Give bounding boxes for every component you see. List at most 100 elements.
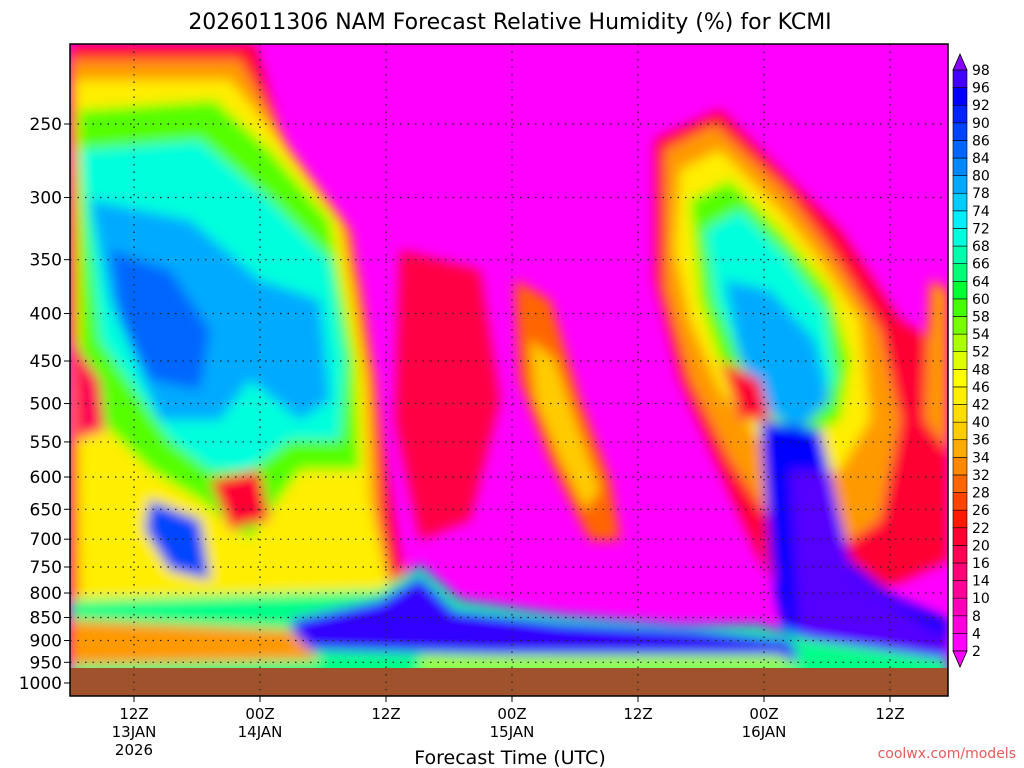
colorbar-top-arrow bbox=[952, 53, 968, 71]
colorbar-segment bbox=[952, 175, 968, 194]
colorbar-segment bbox=[952, 192, 968, 212]
colorbar-segment bbox=[952, 157, 968, 176]
colorbar-label: 20 bbox=[972, 538, 990, 554]
y-tick-label: 1000 bbox=[19, 674, 62, 694]
y-tick-label: 250 bbox=[30, 115, 62, 135]
x-tick-label: 12Z bbox=[875, 705, 904, 723]
colorbar-segment bbox=[952, 580, 968, 599]
colorbar-label: 74 bbox=[972, 204, 990, 220]
colorbar-label: 78 bbox=[972, 186, 990, 202]
x-tick-label: 12Z bbox=[119, 705, 148, 723]
colorbar-segment bbox=[952, 386, 968, 405]
colorbar-segment bbox=[952, 439, 968, 458]
colorbar-segment bbox=[952, 140, 968, 159]
colorbar-segment bbox=[952, 280, 968, 300]
x-tick-label: 00Z bbox=[749, 705, 778, 723]
heatmap-field bbox=[70, 44, 948, 696]
colorbar-segment bbox=[952, 633, 968, 652]
colorbar-segment bbox=[952, 122, 968, 141]
colorbar-bottom-arrow bbox=[952, 650, 968, 668]
colorbar-segment bbox=[952, 492, 968, 511]
y-tick-label: 700 bbox=[30, 530, 62, 550]
colorbar-segment bbox=[952, 104, 968, 124]
colorbar-label: 54 bbox=[972, 327, 990, 343]
y-tick-label: 550 bbox=[30, 433, 62, 453]
y-tick-label: 900 bbox=[30, 632, 62, 652]
x-axis-label: Forecast Time (UTC) bbox=[414, 747, 605, 768]
colorbar-label: 4 bbox=[972, 626, 981, 642]
colorbar-segment bbox=[952, 333, 968, 352]
y-tick-label: 650 bbox=[30, 500, 62, 520]
colorbar-label: 42 bbox=[972, 398, 990, 414]
colorbar-segment bbox=[952, 210, 968, 229]
colorbar-segment bbox=[952, 369, 968, 388]
colorbar-label: 84 bbox=[972, 151, 990, 167]
colorbar-label: 32 bbox=[972, 468, 990, 484]
y-tick-label: 950 bbox=[30, 653, 62, 673]
x-tick-label: 2026 bbox=[115, 741, 153, 759]
colorbar-label: 72 bbox=[972, 221, 990, 237]
colorbar-label: 26 bbox=[972, 503, 990, 519]
colorbar-label: 46 bbox=[972, 380, 990, 396]
colorbar-segment bbox=[952, 509, 968, 529]
colorbar-segment bbox=[952, 527, 968, 546]
colorbar-label: 60 bbox=[972, 292, 990, 308]
x-tick-label: 00Z bbox=[497, 705, 526, 723]
x-tick-label: 15JAN bbox=[490, 723, 535, 741]
colorbar-segment bbox=[952, 316, 968, 335]
colorbar-segment bbox=[952, 474, 968, 493]
colorbar-label: 96 bbox=[972, 81, 990, 97]
chart-title: 2026011306 NAM Forecast Relative Humidit… bbox=[188, 10, 831, 35]
colorbar-segment bbox=[952, 263, 968, 282]
colorbar-label: 16 bbox=[972, 556, 990, 572]
colorbar-label: 66 bbox=[972, 257, 990, 273]
colorbar-segment bbox=[952, 615, 968, 634]
y-tick-label: 500 bbox=[30, 395, 62, 415]
y-tick-label: 450 bbox=[30, 352, 62, 372]
colorbar-label: 36 bbox=[972, 433, 990, 449]
colorbar-segment bbox=[952, 597, 968, 617]
x-tick-label: 12Z bbox=[371, 705, 400, 723]
colorbar-label: 68 bbox=[972, 239, 990, 255]
colorbar-segment bbox=[952, 298, 968, 317]
colorbar-label: 10 bbox=[972, 591, 990, 607]
colorbar: 2481014162022262832343640424648525458606… bbox=[952, 53, 990, 668]
colorbar-segment bbox=[952, 245, 968, 264]
x-tick-label: 00Z bbox=[245, 705, 274, 723]
x-tick-label: 14JAN bbox=[238, 723, 283, 741]
colorbar-label: 14 bbox=[972, 574, 990, 590]
y-tick-label: 350 bbox=[30, 251, 62, 271]
y-axis: 250 300 350 400 450 500 550 600 650 700 750 800 850 9… bbox=[19, 115, 70, 694]
y-tick-label: 300 bbox=[30, 189, 62, 209]
colorbar-segment bbox=[952, 545, 968, 564]
colorbar-label: 28 bbox=[972, 486, 990, 502]
colorbar-label: 48 bbox=[972, 362, 990, 378]
colorbar-segment bbox=[952, 404, 968, 423]
colorbar-segment bbox=[952, 562, 968, 581]
colorbar-label: 86 bbox=[972, 133, 990, 149]
colorbar-label: 98 bbox=[972, 63, 990, 79]
y-tick-label: 800 bbox=[30, 584, 62, 604]
y-tick-label: 400 bbox=[30, 305, 62, 325]
colorbar-segment bbox=[952, 421, 968, 441]
colorbar-label: 90 bbox=[972, 116, 990, 132]
colorbar-label: 92 bbox=[972, 98, 990, 114]
colorbar-segment bbox=[952, 457, 968, 476]
colorbar-label: 8 bbox=[972, 609, 981, 625]
colorbar-label: 2 bbox=[972, 644, 981, 660]
colorbar-label: 80 bbox=[972, 169, 990, 185]
x-tick-label: 13JAN bbox=[112, 723, 157, 741]
credit-text: coolwx.com/models bbox=[878, 746, 1016, 762]
colorbar-segment bbox=[952, 351, 968, 370]
colorbar-segment bbox=[952, 69, 968, 88]
x-tick-label: 16JAN bbox=[742, 723, 787, 741]
colorbar-label: 64 bbox=[972, 274, 990, 290]
colorbar-label: 22 bbox=[972, 521, 990, 537]
colorbar-segment bbox=[952, 228, 968, 247]
colorbar-label: 40 bbox=[972, 415, 990, 431]
colorbar-label: 52 bbox=[972, 345, 990, 361]
y-tick-label: 850 bbox=[30, 608, 62, 628]
colorbar-label: 34 bbox=[972, 450, 990, 466]
